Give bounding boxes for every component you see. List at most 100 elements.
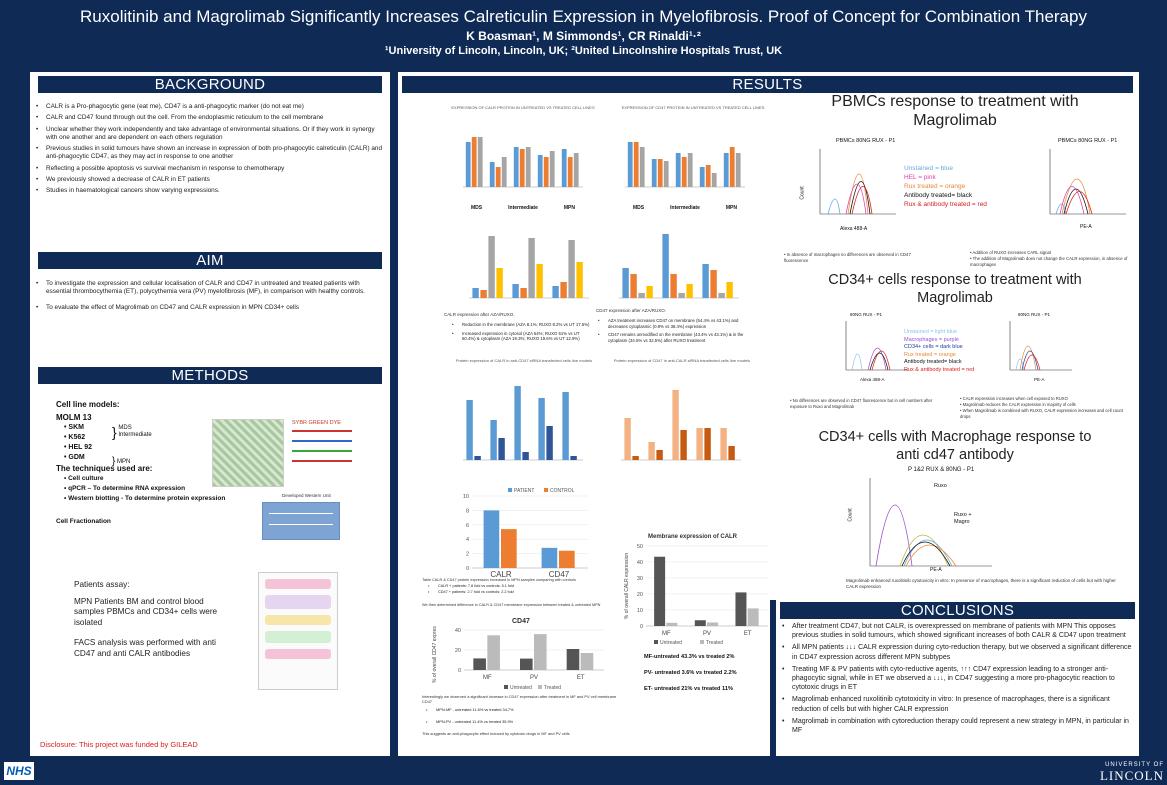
y-tick-label: 0 [640, 624, 643, 630]
mini-bar [537, 155, 543, 187]
cd34-legend-item: Unstained = light blue [904, 329, 958, 335]
mini-bar [624, 418, 631, 460]
background-heading: BACKGROUND [38, 76, 382, 93]
bar [747, 608, 759, 626]
category-label: PV [530, 675, 538, 681]
chart2-title: EXPRESSION OF CD47 PROTEIN IN UNTREATED … [621, 105, 765, 110]
conclusion-item: All MPN patients ↓↓↓ CALR expression dur… [782, 643, 1134, 661]
university-logo: UNIVERSITY OF LINCOLN [1099, 762, 1164, 783]
nhs-logo: NHS [4, 762, 34, 780]
mini-bar [705, 165, 711, 187]
pbmc-count-1: Count [799, 186, 806, 200]
mini-bar [490, 420, 497, 460]
y-tick-label: 10 [463, 494, 469, 500]
bar [654, 556, 666, 626]
mini-bar [699, 167, 705, 187]
mini-bar [686, 284, 693, 298]
category-label: ET [744, 631, 752, 637]
y-tick-label: 6 [466, 523, 469, 529]
pbmc-panel2-title: PBMCs 80NG RUX - P1 [1058, 138, 1118, 144]
cd34-legend-item: Macrophages = purple [904, 336, 959, 343]
pbmc-note-right: • Addition of RUXO increases CARL signal… [970, 250, 1128, 267]
cd34-legend-item: Rux treated = orange [904, 351, 956, 358]
mini-bar [513, 147, 519, 187]
pbmc-legend-item: Rux treated = orange [904, 183, 966, 190]
rna-calr-chart [463, 386, 583, 461]
pbmc-legend-item: Antibody treated= black [904, 192, 973, 199]
poster-header: Ruxolitinib and Magrolimab Significantly… [0, 0, 1167, 66]
cd47-bullets: AZA treatment increases CD47 on membrane… [598, 318, 748, 346]
mini-bar [729, 147, 735, 187]
mini-bar [680, 430, 687, 460]
mini-bar [710, 270, 717, 298]
bar [541, 547, 558, 568]
mini-bar [648, 442, 655, 460]
mini-bar [657, 159, 663, 187]
patient-control-chart: 0 2 4 6 8 10 CALR CD47 PATIENT CONTROL [463, 488, 588, 579]
legend-label: Untreated [660, 640, 682, 646]
cell-line-models: Cell line models: MOLM 13 • SKM • K562 •… [56, 400, 226, 525]
mini-bar [465, 142, 471, 187]
mini-bar [552, 286, 559, 298]
y-tick-label: 40 [637, 560, 643, 566]
y-tick-label: 50 [637, 544, 643, 550]
cd47-note-items: MPN-MF - untreated 11.6% vs treated 34.7… [426, 707, 626, 730]
mini-bar [474, 456, 481, 460]
mini-bar [496, 268, 503, 298]
mini-bar [480, 290, 487, 298]
background-item: We previously showed a decrease of CALR … [36, 176, 386, 185]
cd34-legend: Unstained = light blue Macrophages = pur… [904, 329, 974, 375]
category-label: MF [662, 631, 671, 637]
mini-bar [662, 234, 669, 298]
legend-label: PATIENT [514, 488, 534, 494]
chart1-groups: MDS Intermediate MPN [471, 205, 575, 211]
bar [473, 658, 486, 670]
mini-bar [543, 157, 549, 187]
aim-item: To evaluate the effect of Magrolimab on … [36, 304, 386, 313]
pbmc-legend-item: Unstained = blue [904, 165, 953, 172]
bar [580, 653, 594, 670]
cd34-note-right: • CALR expression increases when cell ex… [960, 396, 1123, 419]
pbmc-note-left: • In absence of macrophages no differenc… [784, 252, 911, 263]
mini-bar [528, 238, 535, 298]
background-item: Previous studies in solid tumours have s… [36, 145, 386, 162]
mini-bar [522, 452, 529, 460]
calr-bullets: Reduction in the membrane (AZA 8.1%; RUX… [452, 322, 592, 345]
mini-bar [568, 240, 575, 298]
pbmc-heading: PBMCs response to treatment with Magroli… [831, 93, 1079, 129]
aim-list: To investigate the expression and cellul… [36, 280, 386, 315]
aim-item: To investigate the expression and cellul… [36, 280, 386, 297]
mini-bar [633, 142, 639, 187]
sybr-diagram: SYBR GREEN DYE [292, 420, 372, 480]
cd34-panel2-title: 80NG RUX - P1 [1018, 312, 1051, 317]
macro-note: Magrolimab enhanced ruxolitinib cytotoxi… [846, 578, 1116, 589]
conclusions-heading: CONCLUSIONS [780, 602, 1135, 619]
mini-bar [567, 157, 573, 187]
legend-swatch [504, 685, 508, 689]
macro-heading: CD34+ cells with Macrophage response to … [818, 429, 1092, 463]
background-item: Unclear whether they work independently … [36, 126, 386, 143]
y-tick-label: 20 [637, 592, 643, 598]
mini-bar [687, 153, 693, 187]
conclusion-item: After treatment CD47, but not CALR, is o… [782, 622, 1134, 640]
y-tick-label: 8 [466, 508, 469, 514]
aim-heading: AIM [38, 252, 382, 269]
mini-bar [726, 282, 733, 298]
y-tick-label: 2 [466, 552, 469, 558]
rna-calr-title: Protein expression of CALR in anti-CD47 … [455, 358, 593, 363]
pbmc-histogram-2 [1049, 149, 1126, 215]
background-list: CALR is a Pro-phagocytic gene (eat me), … [36, 103, 386, 199]
mini-bar [501, 157, 507, 187]
rna-cd47-chart [621, 390, 741, 461]
legend-label: Treated [544, 685, 561, 691]
bar [694, 620, 706, 626]
legend-swatch [700, 640, 704, 644]
mini-bar [489, 162, 495, 187]
cd47-note: Interestingly we observed a significant … [422, 694, 617, 704]
y-tick-label: 0 [466, 566, 469, 572]
pbmc-histogram-1 [819, 149, 896, 215]
mini-bar [718, 293, 725, 298]
mini-bar [472, 288, 479, 298]
pbmc-legend-item: Rux & antibody treated = red [904, 201, 987, 208]
background-item: CALR is a Pro-phagocytic gene (eat me), … [36, 103, 386, 112]
